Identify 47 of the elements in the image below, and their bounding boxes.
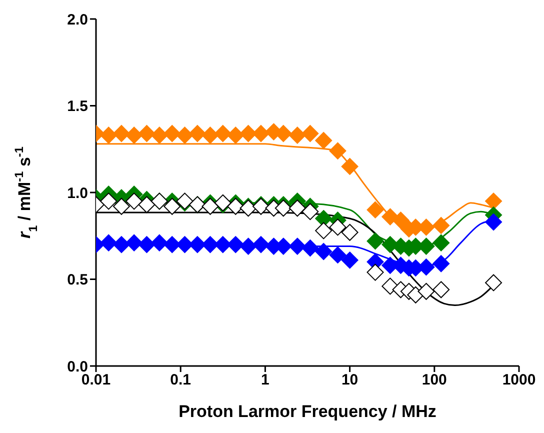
point bbox=[188, 125, 206, 142]
point bbox=[227, 236, 244, 254]
point bbox=[329, 246, 346, 264]
x-tick-label: 10 bbox=[341, 372, 358, 389]
x-axis-title: Proton Larmor Frequency / MHz bbox=[178, 402, 436, 421]
point bbox=[202, 126, 219, 144]
y-tick-label: 0.5 bbox=[67, 272, 88, 289]
point bbox=[112, 125, 130, 142]
y-tick-label: 1.5 bbox=[67, 98, 88, 116]
point bbox=[315, 242, 332, 260]
point bbox=[202, 198, 219, 215]
point bbox=[341, 158, 358, 175]
point bbox=[252, 236, 270, 254]
point bbox=[329, 218, 346, 236]
point bbox=[176, 126, 194, 144]
point bbox=[138, 236, 156, 254]
y-tick-label: 2.0 bbox=[67, 11, 88, 28]
point bbox=[315, 132, 332, 149]
point bbox=[126, 126, 143, 144]
point bbox=[100, 126, 118, 144]
x-tick-label: 0.1 bbox=[170, 372, 192, 389]
point bbox=[432, 255, 450, 272]
point bbox=[138, 196, 156, 214]
x-tick-label: 1 bbox=[261, 372, 270, 389]
point bbox=[176, 236, 194, 254]
point bbox=[227, 198, 244, 215]
point bbox=[112, 198, 130, 215]
x-tick-label: 1000 bbox=[502, 372, 536, 389]
point bbox=[164, 198, 181, 215]
point bbox=[164, 125, 181, 142]
x-tick-label: 100 bbox=[422, 372, 447, 389]
point bbox=[432, 216, 450, 234]
point bbox=[100, 192, 118, 210]
y-tick-label: 1.0 bbox=[67, 184, 88, 202]
point bbox=[227, 126, 244, 144]
point bbox=[112, 236, 130, 254]
point bbox=[100, 234, 118, 252]
point bbox=[329, 142, 346, 160]
point bbox=[432, 234, 450, 252]
point bbox=[126, 192, 143, 210]
point bbox=[341, 252, 358, 269]
point bbox=[150, 126, 168, 144]
point bbox=[214, 125, 232, 142]
point bbox=[150, 234, 168, 252]
point bbox=[240, 238, 257, 255]
point bbox=[418, 282, 435, 300]
point bbox=[126, 234, 143, 252]
